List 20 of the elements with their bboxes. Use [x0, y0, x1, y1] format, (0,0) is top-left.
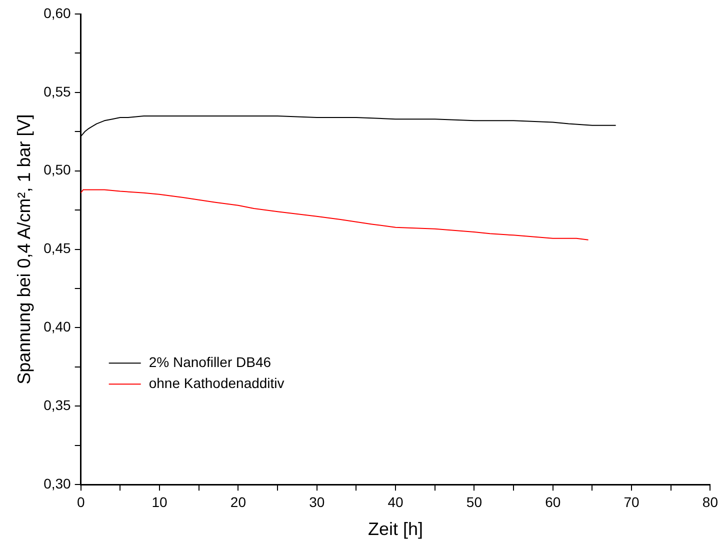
y-axis-title: Spannung bei 0,4 A/cm², 1 bar [V] — [14, 114, 34, 384]
legend-label: 2% Nanofiller DB46 — [148, 354, 272, 370]
x-tick-label: 10 — [152, 494, 168, 510]
x-tick-label: 80 — [702, 494, 718, 510]
x-tick-label: 30 — [309, 494, 325, 510]
y-tick-label: 0,40 — [44, 318, 72, 335]
y-tick-label: 0,50 — [44, 162, 72, 178]
legend-label: ohne Kathodenadditiv — [148, 374, 284, 391]
y-tick-label: 0,60 — [44, 4, 72, 21]
y-tick-label: 0,55 — [44, 83, 72, 100]
x-tick-label: 0 — [76, 494, 85, 510]
x-tick-label: 20 — [230, 494, 246, 510]
y-tick-label: 0,35 — [44, 397, 72, 414]
y-tick-label: 0,45 — [44, 240, 72, 256]
x-axis-title: Zeit [h] — [368, 519, 424, 540]
x-tick-label: 70 — [624, 494, 640, 510]
x-tick-label: 60 — [545, 494, 561, 510]
y-tick-label: 0,30 — [44, 475, 72, 492]
x-tick-label: 50 — [466, 494, 482, 510]
x-tick-label: 40 — [388, 494, 404, 510]
